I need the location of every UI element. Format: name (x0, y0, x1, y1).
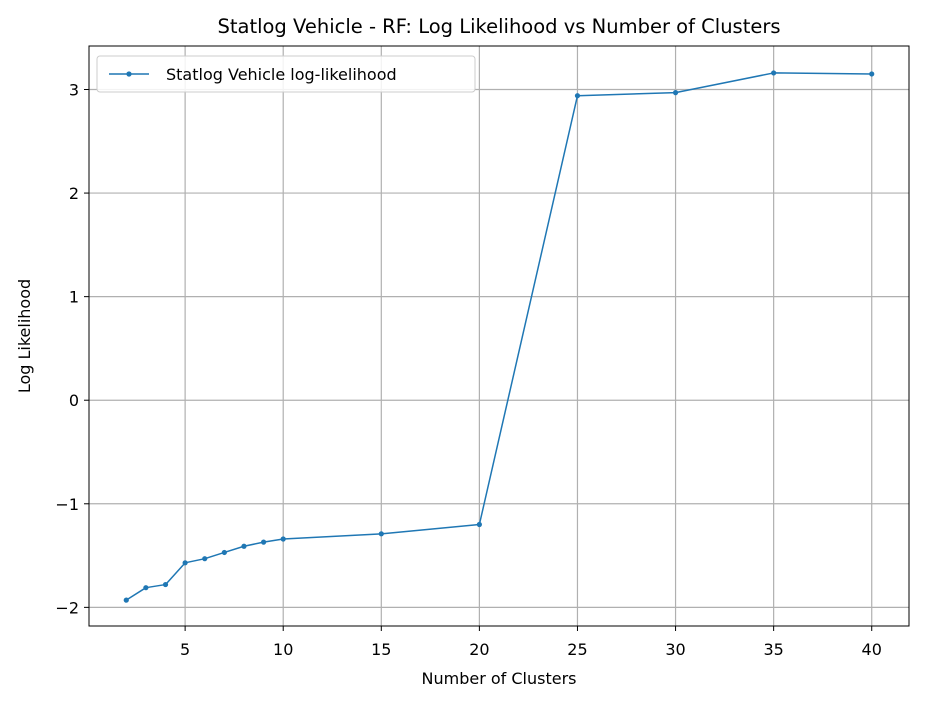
data-point-k2 (123, 597, 129, 603)
data-point-k5 (182, 560, 188, 566)
data-point-k8 (241, 543, 247, 549)
x-tick-label: 5 (180, 640, 190, 659)
x-tick-label: 20 (469, 640, 489, 659)
x-tick-label: 25 (567, 640, 587, 659)
legend-entry-label: Statlog Vehicle log-likelihood (166, 65, 397, 84)
data-point-k40 (869, 71, 875, 77)
plot-frame (88, 45, 910, 627)
x-tick-label: 40 (862, 640, 882, 659)
y-tick-label: 1 (69, 288, 79, 307)
axis-ticks: 5 10 15 20 25 30 35 40 −2 −1 0 1 2 3 (55, 81, 882, 660)
data-point-k7 (221, 549, 227, 556)
data-point-k6 (202, 556, 208, 562)
chart-title: Statlog Vehicle - RF: Log Likelihood vs … (217, 15, 780, 38)
x-tick-label: 35 (763, 640, 783, 659)
y-tick-label: −2 (55, 598, 79, 617)
data-point-k25 (574, 93, 581, 99)
y-tick-label: 2 (69, 184, 79, 203)
legend: Statlog Vehicle log-likelihood (96, 55, 476, 93)
y-axis-label: Log Likelihood (15, 279, 34, 393)
data-point-k4 (162, 581, 169, 588)
data-point-k30 (672, 90, 679, 96)
y-tick-label: 0 (69, 391, 79, 410)
data-point-k3 (143, 585, 149, 591)
legend-box (96, 55, 476, 93)
data-point-k10 (280, 536, 286, 542)
x-axis-label: Number of Clusters (422, 669, 577, 688)
legend-marker (126, 71, 132, 77)
y-tick-label: −1 (55, 495, 79, 514)
x-tick-label: 30 (665, 640, 685, 659)
series-layer (123, 70, 875, 603)
grid-lines (89, 46, 909, 626)
data-point-k20 (476, 521, 482, 528)
x-tick-label: 10 (273, 640, 293, 659)
x-tick-label: 15 (371, 640, 391, 659)
data-point-k15 (378, 531, 384, 537)
y-tick-label: 3 (69, 81, 79, 100)
data-point-k35 (771, 70, 777, 76)
data-point-k9 (260, 539, 267, 545)
